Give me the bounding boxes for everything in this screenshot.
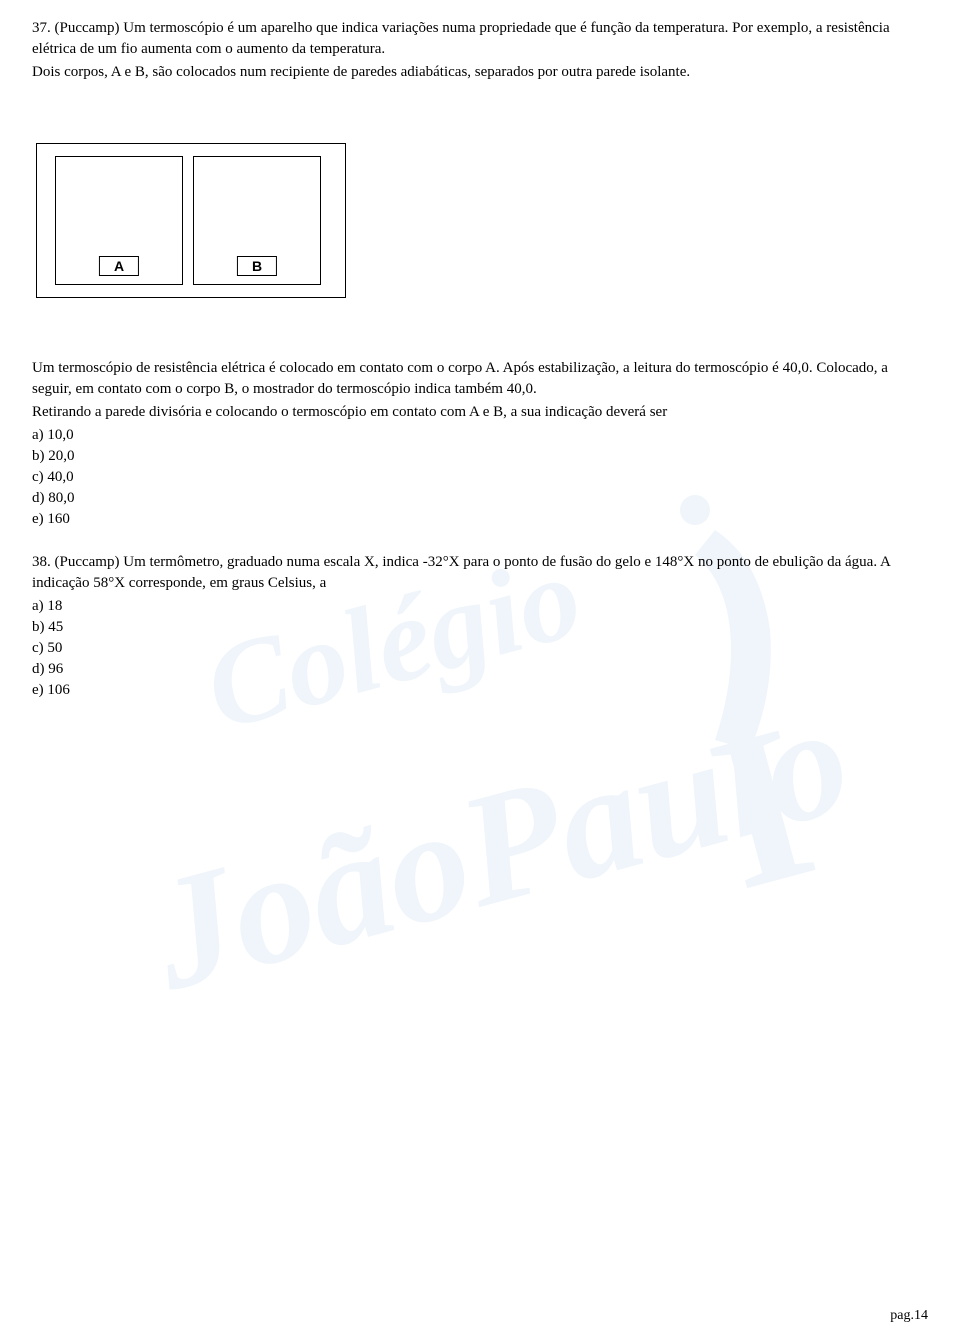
- q38-block: 38. (Puccamp) Um termômetro, graduado nu…: [32, 552, 928, 701]
- q37-intro: 37. (Puccamp) Um termoscópio é um aparel…: [32, 18, 928, 60]
- page-number: pag.14: [890, 1306, 928, 1326]
- svg-text:I: I: [689, 679, 835, 937]
- svg-text:JoãoPaulo: JoãoPaulo: [150, 668, 866, 1024]
- q38-option-e: e) 106: [32, 680, 928, 701]
- q37-option-d: d) 80,0: [32, 488, 928, 509]
- q38-option-d: d) 96: [32, 659, 928, 680]
- q37-diagram: A B: [36, 143, 346, 298]
- q37-options: a) 10,0 b) 20,0 c) 40,0 d) 80,0 e) 160: [32, 425, 928, 530]
- diagram-label-a: A: [99, 256, 139, 276]
- q38-prefix: 38. (Puccamp): [32, 554, 123, 570]
- q38-option-c: c) 50: [32, 638, 928, 659]
- q38-options: a) 18 b) 45 c) 50 d) 96 e) 106: [32, 596, 928, 701]
- q37-prefix: 37. (Puccamp): [32, 20, 123, 36]
- q37-option-e: e) 160: [32, 509, 928, 530]
- q37-option-a: a) 10,0: [32, 425, 928, 446]
- diagram-chamber-a: A: [55, 156, 183, 285]
- q37-option-c: c) 40,0: [32, 467, 928, 488]
- q38-intro: 38. (Puccamp) Um termômetro, graduado nu…: [32, 552, 928, 594]
- q37-option-b: b) 20,0: [32, 446, 928, 467]
- q38-option-a: a) 18: [32, 596, 928, 617]
- q37-text3: Um termoscópio de resistência elétrica é…: [32, 358, 928, 400]
- q37-text4: Retirando a parede divisória e colocando…: [32, 402, 928, 423]
- diagram-label-b: B: [237, 256, 277, 276]
- q37-text1: Um termoscópio é um aparelho que indica …: [32, 20, 890, 57]
- q37-text2: Dois corpos, A e B, são colocados num re…: [32, 62, 928, 83]
- q38-text1: Um termômetro, graduado numa escala X, i…: [32, 554, 890, 591]
- q38-option-b: b) 45: [32, 617, 928, 638]
- page-content: 37. (Puccamp) Um termoscópio é um aparel…: [32, 18, 928, 701]
- diagram-chamber-b: B: [193, 156, 321, 285]
